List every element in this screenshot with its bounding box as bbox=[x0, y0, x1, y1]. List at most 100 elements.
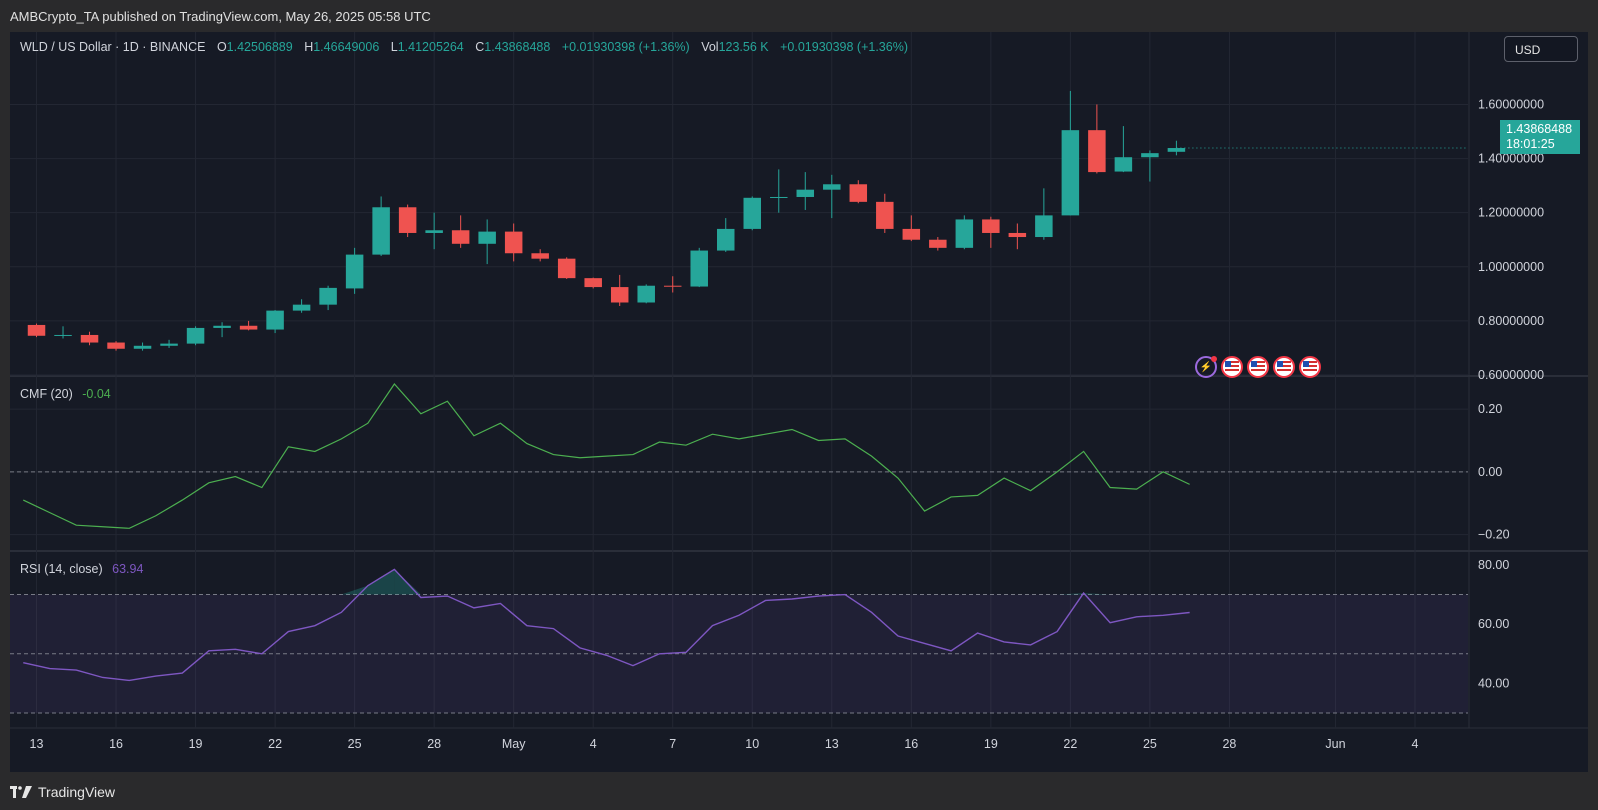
candle-up bbox=[1141, 153, 1159, 158]
x-tick-label: 10 bbox=[745, 737, 759, 751]
legend-low-value: 1.41205264 bbox=[398, 40, 464, 54]
rsi-tick-label: 60.00 bbox=[1478, 617, 1509, 631]
svg-text:WLD / US Dollar · 1D · BINANCE: WLD / US Dollar · 1D · BINANCE O1.425068… bbox=[20, 40, 908, 54]
svg-text:RSI (14, close) 63.94: RSI (14, close) 63.94 bbox=[20, 562, 143, 576]
x-tick-label: 19 bbox=[984, 737, 998, 751]
x-tick-label: 16 bbox=[109, 737, 123, 751]
legend-change: +0.01930398 (+1.36%) bbox=[562, 40, 690, 54]
legend-vol-value: 123.56 K bbox=[719, 40, 770, 54]
price-tick-label: 1.40000000 bbox=[1478, 152, 1544, 166]
us-flag-event-icon[interactable] bbox=[1273, 356, 1295, 378]
candle-down bbox=[504, 231, 523, 254]
x-tick-label: 13 bbox=[30, 737, 44, 751]
candle-down bbox=[557, 258, 576, 279]
candle-down bbox=[876, 201, 894, 229]
us-flag-event-icon[interactable] bbox=[1299, 356, 1321, 378]
x-tick-label: 19 bbox=[189, 737, 203, 751]
x-tick-label: 4 bbox=[590, 737, 597, 751]
publisher-text: AMBCrypto_TA published on TradingView.co… bbox=[10, 9, 431, 24]
price-pane bbox=[27, 90, 1468, 351]
candle-up bbox=[133, 345, 152, 349]
x-tick-label: 28 bbox=[1222, 737, 1236, 751]
rsi-overbought-fill bbox=[1057, 593, 1084, 595]
candle-up bbox=[160, 343, 178, 346]
x-tick-label: Jun bbox=[1325, 737, 1345, 751]
candle-up bbox=[425, 230, 443, 233]
candle-down bbox=[107, 342, 125, 349]
candle-up bbox=[743, 197, 762, 229]
x-tick-label: 13 bbox=[825, 737, 839, 751]
price-tick-label: 1.00000000 bbox=[1478, 260, 1544, 274]
price-tick-label: 0.80000000 bbox=[1478, 314, 1544, 328]
candle-down bbox=[531, 253, 549, 259]
rsi-overbought-fill bbox=[394, 569, 421, 595]
legend-symbol: WLD / US Dollar · 1D · BINANCE bbox=[20, 40, 205, 54]
cmf-tick-label: −0.20 bbox=[1478, 528, 1510, 542]
candle-down bbox=[982, 219, 1000, 233]
legend-open-value: 1.42506889 bbox=[227, 40, 293, 54]
cmf-line bbox=[22, 383, 1190, 529]
candle-up bbox=[292, 304, 311, 311]
price-tick-label: 0.60000000 bbox=[1478, 368, 1544, 382]
x-tick-label: 28 bbox=[427, 737, 441, 751]
currency-button[interactable]: USD bbox=[1504, 36, 1578, 62]
cmf-title: CMF (20) bbox=[20, 387, 73, 401]
economic-events: ⚡ bbox=[1195, 356, 1321, 378]
candle-down bbox=[902, 228, 921, 240]
candle-up bbox=[213, 325, 231, 328]
rsi-title: RSI (14, close) bbox=[20, 562, 103, 576]
legend-low-label: L bbox=[391, 40, 398, 54]
bar-countdown: 18:01:25 bbox=[1506, 137, 1555, 151]
chart-canvas[interactable]: 13 16 19 22 25 28 May 4 7 10 13 16 19 22 25 28 Jun 4 1.600… bbox=[10, 32, 1588, 772]
candle-down bbox=[451, 230, 470, 244]
x-tick-label: 7 bbox=[669, 737, 676, 751]
candle-down bbox=[239, 325, 258, 330]
rsi-tick-label: 40.00 bbox=[1478, 676, 1509, 690]
candle-up bbox=[690, 250, 708, 287]
x-tick-label: 25 bbox=[348, 737, 362, 751]
candle-up bbox=[1061, 130, 1080, 216]
lightning-event-icon[interactable]: ⚡ bbox=[1195, 356, 1217, 378]
legend-vol-change: +0.01930398 (+1.36%) bbox=[780, 40, 908, 54]
cmf-last-value: -0.04 bbox=[82, 387, 111, 401]
candle-up bbox=[478, 231, 496, 244]
legend: WLD / US Dollar · 1D · BINANCE O1.425068… bbox=[20, 40, 908, 576]
legend-high-value: 1.46649006 bbox=[313, 40, 379, 54]
x-tick-label: May bbox=[502, 737, 526, 751]
tradingview-logo-icon bbox=[10, 786, 32, 798]
tradingview-footer: TradingView bbox=[10, 784, 115, 800]
candle-down bbox=[80, 334, 99, 343]
rsi-line bbox=[23, 568, 1190, 682]
cmf-pane bbox=[10, 383, 1468, 529]
last-price-tag: 1.43868488 18:01:25 bbox=[1500, 120, 1580, 154]
rsi-overbought-fill bbox=[1083, 593, 1111, 595]
candle-up bbox=[319, 287, 337, 305]
candle-up bbox=[372, 207, 390, 255]
candle-down bbox=[610, 287, 629, 303]
cmf-tick-label: 0.20 bbox=[1478, 402, 1502, 416]
rsi-pane bbox=[10, 568, 1468, 714]
candle-down bbox=[849, 184, 868, 202]
publisher-header: AMBCrypto_TA published on TradingView.co… bbox=[0, 0, 1598, 32]
candle-up bbox=[955, 219, 974, 248]
price-tick-label: 1.60000000 bbox=[1478, 97, 1544, 111]
rsi-tick-label: 80.00 bbox=[1478, 558, 1509, 572]
footer-brand: TradingView bbox=[38, 784, 116, 800]
candle-up bbox=[1167, 148, 1186, 152]
candle-up bbox=[716, 228, 735, 251]
candle-down bbox=[929, 239, 947, 248]
legend-close-value: 1.43868488 bbox=[484, 40, 550, 54]
candle-up bbox=[1035, 215, 1053, 238]
last-price-value: 1.43868488 bbox=[1506, 122, 1573, 136]
candle-up bbox=[770, 196, 788, 198]
svg-text:CMF (20) -0.04: CMF (20) -0.04 bbox=[20, 387, 111, 401]
axes: 13 16 19 22 25 28 May 4 7 10 13 16 19 22 25 28 Jun 4 1.600… bbox=[30, 97, 1545, 751]
candle-down bbox=[584, 278, 602, 288]
x-tick-label: 22 bbox=[268, 737, 282, 751]
legend-open-label: O bbox=[217, 40, 227, 54]
cmf-tick-label: 0.00 bbox=[1478, 465, 1502, 479]
legend-vol-label: Vol bbox=[701, 40, 718, 54]
us-flag-event-icon[interactable] bbox=[1247, 356, 1269, 378]
candle-down bbox=[663, 285, 682, 287]
us-flag-event-icon[interactable] bbox=[1221, 356, 1243, 378]
